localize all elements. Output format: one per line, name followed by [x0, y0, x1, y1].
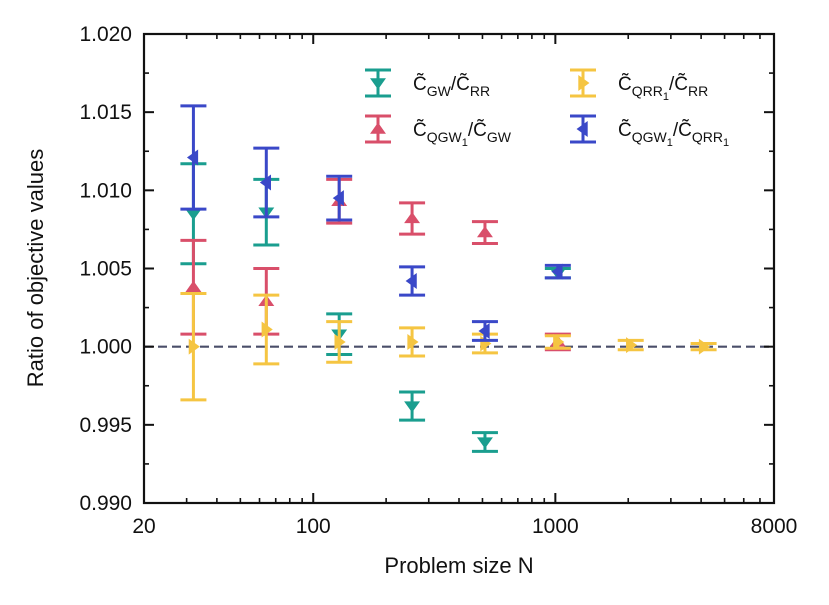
- marker: [626, 337, 638, 354]
- marker: [332, 190, 344, 207]
- legend-marker: [370, 78, 386, 90]
- legend-label: C̃QGW1/C̃QRR1: [618, 119, 729, 149]
- legend-label-part: GW: [427, 83, 452, 99]
- data-point: [253, 293, 280, 366]
- legend-label-part: 1: [723, 137, 729, 149]
- x-tick-label: 8000: [751, 515, 798, 538]
- marker: [476, 437, 493, 449]
- legend-entry: [570, 114, 596, 144]
- marker: [261, 321, 273, 338]
- series-2: [180, 177, 571, 352]
- y-axis-label: Ratio of objective values: [23, 149, 48, 387]
- legend-label-part: GW: [487, 129, 512, 145]
- legend-label-part: 1: [667, 137, 673, 149]
- data-point: [399, 390, 426, 422]
- legend-label-part: RR: [688, 83, 708, 99]
- y-tick-label: 1.015: [79, 101, 132, 124]
- x-tick-label: 1000: [532, 515, 579, 538]
- legend-label-part: QGW: [632, 129, 668, 145]
- legend-label-part: /C̃: [673, 119, 692, 141]
- marker: [186, 149, 199, 166]
- data-point: [399, 265, 426, 297]
- data-point: [326, 174, 353, 222]
- marker: [185, 280, 202, 292]
- legend-label-part: RR: [470, 83, 490, 99]
- legend-label-part: C̃: [413, 73, 427, 95]
- data-point: [544, 263, 571, 280]
- legend: C̃GW/C̃RR C̃QRR1/C̃RRC̃QGW1/C̃GW C̃QGW1/C̃…: [365, 68, 729, 149]
- x-tick-label: 20: [132, 515, 155, 538]
- legend-label: C̃GW/C̃RR: [413, 73, 490, 99]
- marker: [407, 334, 419, 350]
- y-tick-label: 1.000: [79, 336, 132, 359]
- legend-label-part: C̃: [618, 73, 632, 95]
- data-point: [180, 104, 207, 211]
- marker: [334, 334, 346, 350]
- legend-label-part: QGW: [427, 129, 463, 145]
- legend-label: C̃QGW1/C̃GW: [413, 119, 512, 149]
- marker: [185, 209, 202, 221]
- data-point: [471, 220, 498, 245]
- marker: [259, 174, 272, 191]
- y-tick-label: 1.010: [79, 179, 132, 202]
- marker: [188, 338, 200, 355]
- legend-label: C̃QRR1/C̃RR: [618, 73, 708, 103]
- data-point: [471, 320, 498, 342]
- legend-entry: [365, 114, 391, 144]
- legend-marker: [578, 75, 590, 91]
- legend-marker: [370, 122, 386, 134]
- legend-label-part: 1: [462, 137, 468, 149]
- axes-layer: 0.990 0.995 1.000 1.005 1.010 1.015 1.020 20 100…: [79, 23, 797, 538]
- marker: [551, 263, 563, 280]
- legend-label-part: C̃: [618, 119, 632, 141]
- y-tick-label: 0.990: [79, 492, 132, 515]
- legend-entry: [365, 68, 391, 98]
- legend-label-part: /C̃: [451, 73, 470, 95]
- legend-entry: [570, 68, 596, 98]
- data-point: [253, 146, 280, 219]
- marker: [405, 273, 417, 289]
- x-tick-label: 100: [296, 515, 331, 538]
- series-layer: [180, 104, 717, 453]
- data-point: [399, 201, 426, 236]
- legend-marker: [576, 121, 588, 137]
- data-point: [690, 338, 717, 355]
- legend-label-part: QRR: [692, 129, 723, 145]
- data-point: [617, 337, 644, 354]
- x-axis-label: Problem size N: [384, 553, 533, 578]
- legend-label-part: 1: [663, 91, 669, 103]
- data-point: [326, 320, 353, 364]
- data-point: [180, 292, 207, 402]
- y-tick-label: 1.005: [79, 258, 132, 281]
- marker: [698, 338, 711, 355]
- data-point: [399, 326, 426, 358]
- legend-label-part: /C̃: [468, 119, 487, 141]
- legend-label-part: QRR: [632, 83, 663, 99]
- data-point: [471, 431, 498, 453]
- data-point: [544, 334, 571, 350]
- legend-label-part: /C̃: [669, 73, 688, 95]
- plot-frame: [142, 32, 776, 505]
- y-tick-label: 1.020: [79, 23, 132, 46]
- marker: [404, 401, 421, 413]
- legend-label-part: C̃: [413, 119, 427, 141]
- marker: [404, 212, 421, 224]
- series-1: [180, 162, 571, 453]
- y-tick-label: 0.995: [79, 414, 132, 437]
- marker: [553, 334, 565, 350]
- marker: [476, 226, 493, 238]
- series-4: [180, 104, 571, 342]
- marker: [478, 323, 490, 340]
